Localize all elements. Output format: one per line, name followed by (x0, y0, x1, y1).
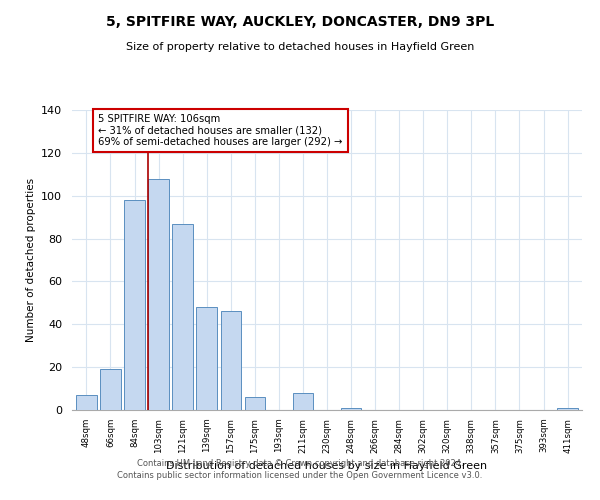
Bar (172, 224, 193, 410)
Bar (196, 307, 217, 410)
Bar (221, 312, 241, 410)
Bar (245, 397, 265, 410)
Text: Contains HM Land Registry data © Crown copyright and database right 2024.
Contai: Contains HM Land Registry data © Crown c… (118, 458, 482, 480)
Text: 5 SPITFIRE WAY: 106sqm
← 31% of detached houses are smaller (132)
69% of semi-de: 5 SPITFIRE WAY: 106sqm ← 31% of detached… (98, 114, 343, 148)
Text: 5, SPITFIRE WAY, AUCKLEY, DONCASTER, DN9 3PL: 5, SPITFIRE WAY, AUCKLEY, DONCASTER, DN9… (106, 15, 494, 29)
Bar (341, 408, 361, 410)
Y-axis label: Number of detached properties: Number of detached properties (26, 178, 35, 342)
Bar (124, 200, 145, 410)
Bar (148, 178, 169, 410)
Bar (100, 370, 121, 410)
Bar (293, 393, 313, 410)
X-axis label: Distribution of detached houses by size in Hayfield Green: Distribution of detached houses by size … (166, 461, 488, 471)
Text: Size of property relative to detached houses in Hayfield Green: Size of property relative to detached ho… (126, 42, 474, 52)
Bar (557, 408, 578, 410)
Bar (76, 395, 97, 410)
